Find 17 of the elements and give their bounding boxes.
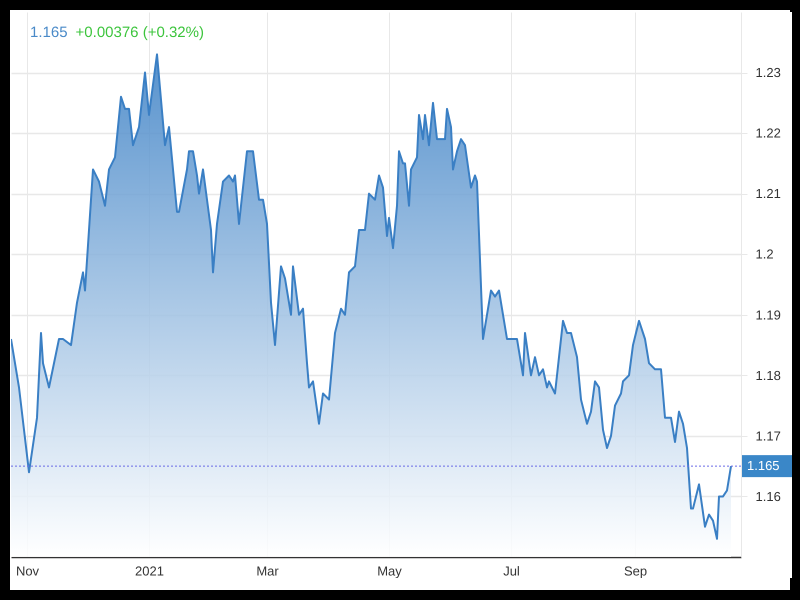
annotation: 1.165	[30, 24, 68, 41]
y-tick-label: 1.18	[756, 368, 781, 383]
x-tick-label: May	[377, 564, 402, 578]
x-tick-label: Nov	[16, 564, 40, 578]
ref-line-label: 1.165	[747, 458, 780, 474]
y-tick-label: 1.23	[756, 65, 781, 80]
y-tick-label: 1.21	[756, 186, 781, 202]
x-tick-label: 2021	[135, 564, 164, 578]
y-tick-label: 1.22	[756, 126, 781, 141]
y-tick-label: 1.2	[756, 246, 774, 262]
x-tick-label: Jul	[503, 564, 520, 578]
y-tick-label: 1.19	[756, 307, 781, 322]
x-tick-label: Sep	[624, 564, 648, 578]
y-tick-label: 1.16	[756, 488, 781, 504]
x-tick-label: Mar	[256, 564, 280, 578]
annotation: +0.00376 (+0.32%)	[76, 24, 204, 41]
y-tick-label: 1.17	[756, 428, 781, 444]
